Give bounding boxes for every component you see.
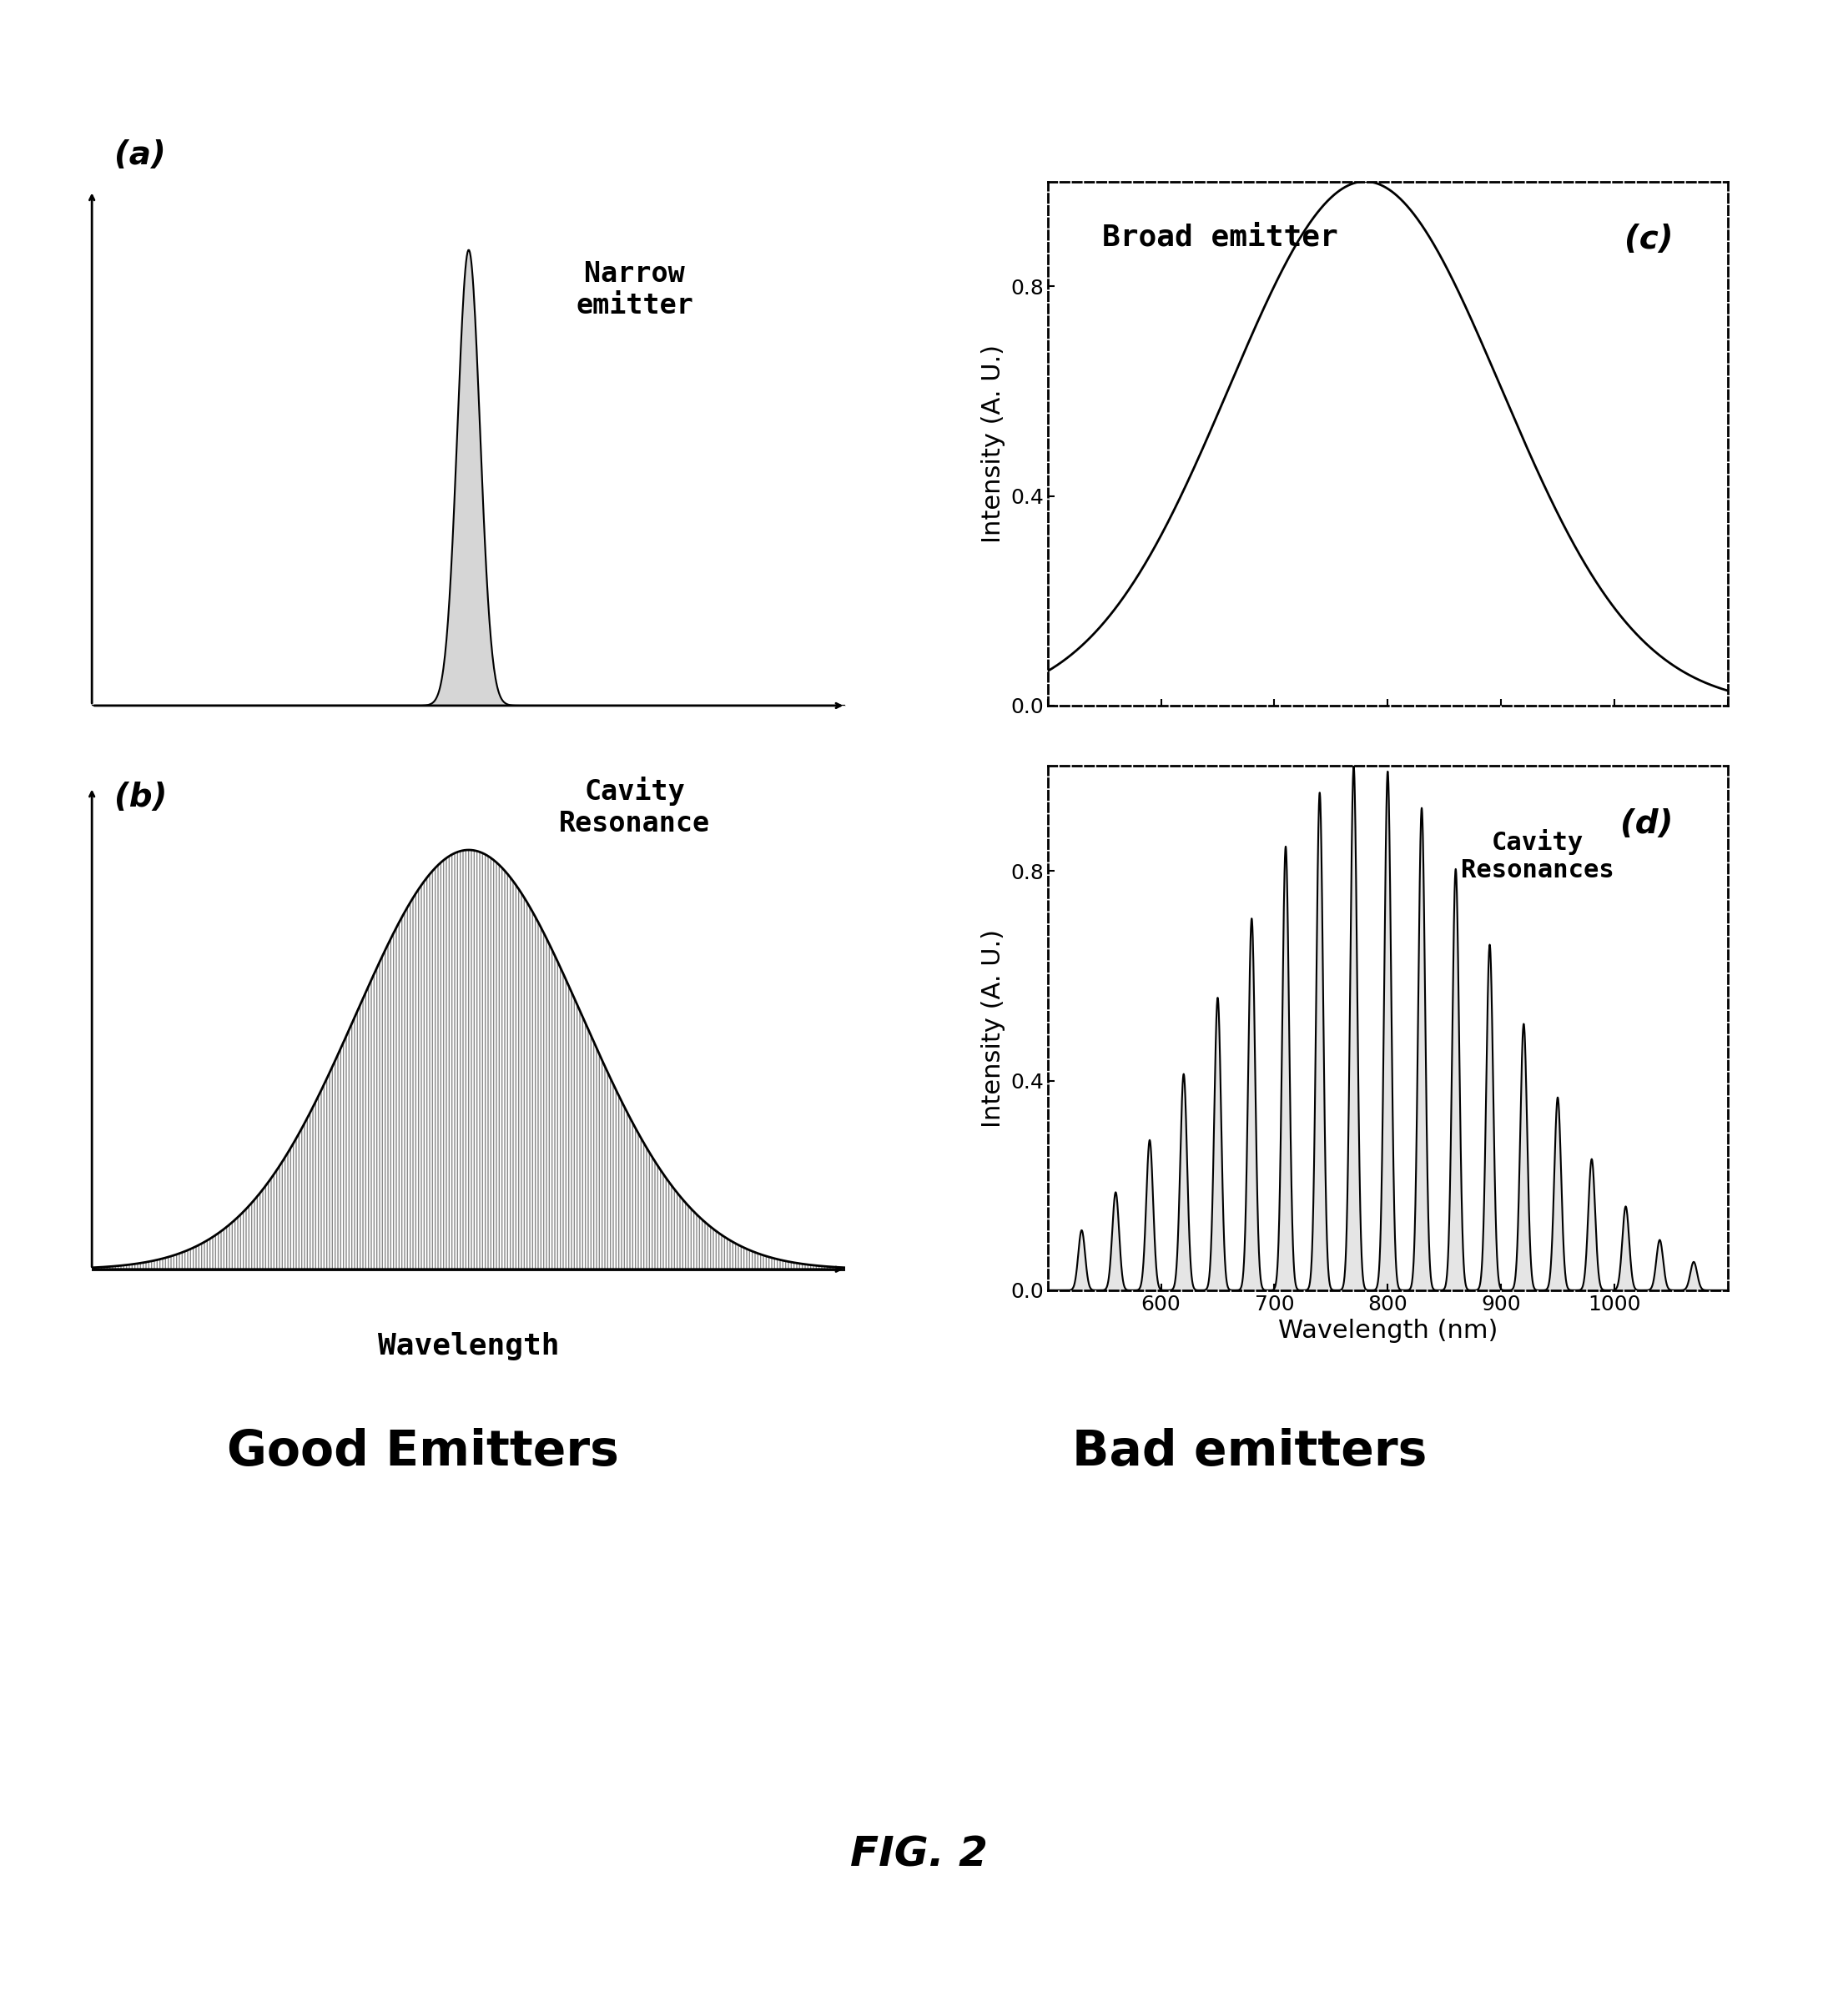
Text: FIG. 2: FIG. 2	[851, 1835, 987, 1875]
Text: Good Emitters: Good Emitters	[226, 1427, 619, 1476]
Text: (c): (c)	[1625, 224, 1673, 256]
Text: Cavity
Resonances: Cavity Resonances	[1461, 829, 1614, 883]
Text: Narrow
emitter: Narrow emitter	[575, 260, 693, 319]
X-axis label: Wavelength (nm): Wavelength (nm)	[1277, 1318, 1498, 1343]
Y-axis label: Intensity (A. U.): Intensity (A. U.)	[981, 929, 1005, 1127]
Text: (b): (b)	[114, 782, 167, 814]
Text: Broad emitter: Broad emitter	[1103, 224, 1338, 252]
Text: (a): (a)	[114, 139, 165, 171]
Text: Wavelength: Wavelength	[379, 1333, 559, 1361]
Text: Cavity
Resonance: Cavity Resonance	[559, 776, 709, 837]
Text: Bad emitters: Bad emitters	[1072, 1427, 1428, 1476]
Y-axis label: Intensity (A. U.): Intensity (A. U.)	[981, 345, 1005, 542]
Text: (d): (d)	[1621, 808, 1673, 841]
